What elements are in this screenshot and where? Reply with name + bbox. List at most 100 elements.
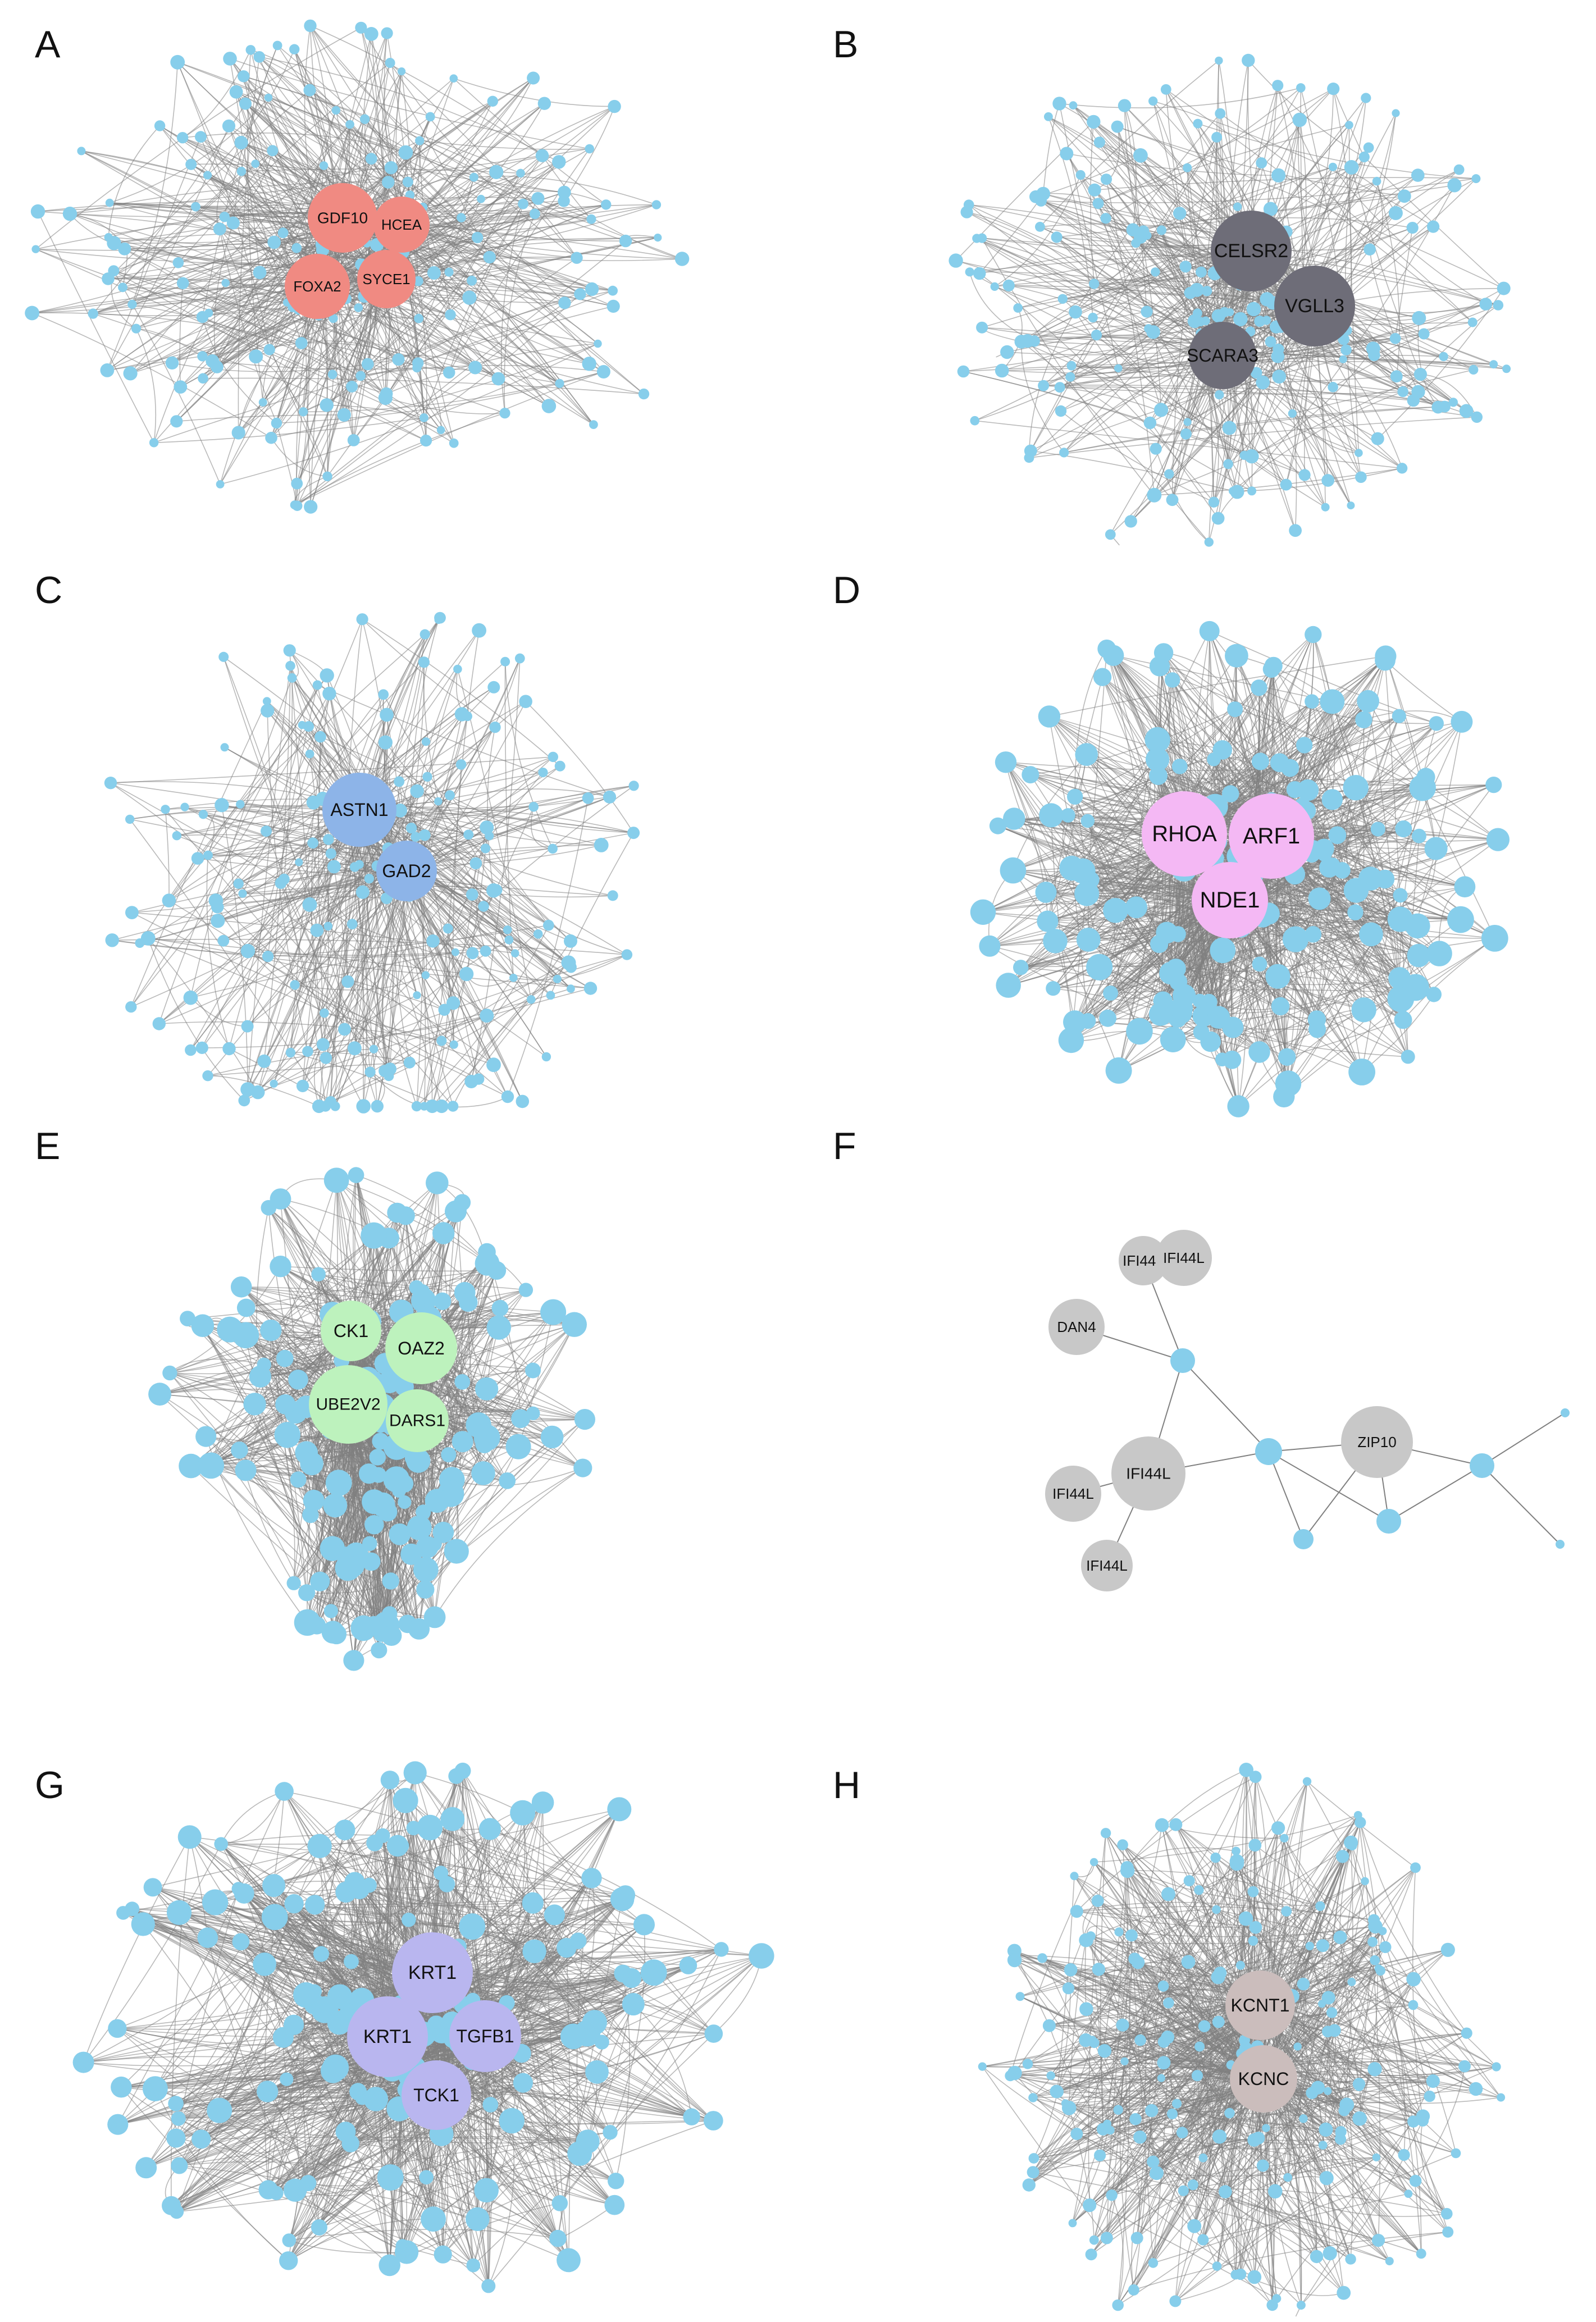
node: [567, 2141, 592, 2166]
node: [1111, 120, 1124, 133]
node: [480, 1009, 494, 1023]
node: [304, 500, 318, 514]
node: [1409, 2174, 1422, 2187]
node: [1271, 168, 1286, 183]
node: [283, 2178, 307, 2202]
node: [320, 668, 334, 683]
node: [1250, 367, 1262, 379]
hub-node-f-2: [1156, 1230, 1212, 1286]
node: [276, 1349, 294, 1367]
hub-node-kcnt1: [1225, 1970, 1295, 2040]
node: [323, 1493, 348, 1518]
panel-letter-f: F: [833, 1125, 856, 1167]
node: [1429, 716, 1444, 731]
hub-label-f-2: IFI44L: [1163, 1249, 1205, 1266]
node: [344, 1954, 359, 1969]
panel-letter-h: H: [833, 1764, 861, 1806]
node: [466, 2207, 490, 2231]
node: [127, 299, 137, 309]
node: [1193, 1024, 1210, 1041]
node: [447, 1101, 459, 1112]
node: [615, 1885, 636, 1905]
node: [1370, 1955, 1380, 1965]
node: [1043, 929, 1068, 954]
node: [1156, 921, 1178, 944]
node: [320, 1536, 345, 1561]
node: [196, 311, 209, 323]
node: [558, 185, 571, 199]
node: [331, 106, 340, 115]
node: [469, 172, 478, 182]
node: [421, 2206, 446, 2232]
node: [1328, 826, 1347, 845]
node: [549, 2229, 567, 2247]
node: [1447, 906, 1474, 933]
hub-node-celsr2: [1211, 211, 1292, 291]
node: [531, 191, 545, 205]
node: [1114, 1927, 1124, 1937]
node: [415, 136, 425, 145]
node: [1265, 336, 1276, 348]
node: [347, 434, 360, 446]
node: [1193, 118, 1203, 129]
node: [238, 1094, 250, 1107]
node: [1081, 1935, 1093, 1947]
node: [371, 1642, 387, 1659]
node: [135, 938, 145, 948]
node: [1410, 1862, 1421, 1873]
node: [319, 161, 329, 170]
node: [231, 1441, 248, 1459]
node: [1367, 1937, 1378, 1947]
node: [1424, 2090, 1435, 2102]
node: [419, 2170, 434, 2185]
node: [295, 337, 308, 349]
node: [403, 1056, 416, 1069]
node: [1215, 1052, 1229, 1066]
node: [1467, 317, 1478, 327]
node: [1146, 747, 1170, 772]
hub-label-zip10: ZIP10: [1357, 1434, 1396, 1450]
node: [152, 1017, 166, 1030]
node: [1395, 820, 1412, 838]
node: [1292, 112, 1307, 127]
node: [1404, 2189, 1413, 2198]
node: [220, 743, 229, 752]
node: [1401, 1050, 1415, 1064]
node: [208, 893, 224, 908]
node: [1070, 1905, 1083, 1918]
node: [1183, 163, 1192, 172]
node: [419, 413, 428, 422]
node: [544, 1904, 566, 1926]
node: [604, 2195, 625, 2215]
node: [1324, 2087, 1332, 2095]
node: [1364, 243, 1376, 256]
node: [567, 984, 575, 993]
node: [1173, 984, 1196, 1007]
hub-label-rhoa: RHOA: [1152, 822, 1217, 846]
node: [438, 1003, 450, 1016]
node: [995, 363, 1009, 378]
node: [394, 776, 405, 787]
node: [1201, 286, 1212, 296]
node: [474, 2178, 499, 2203]
node: [343, 1650, 364, 1671]
node: [1105, 1057, 1132, 1084]
node: [218, 651, 229, 662]
node: [348, 1041, 362, 1056]
node: [116, 1906, 130, 1920]
node: [221, 279, 230, 288]
node: [238, 70, 250, 83]
node: [361, 358, 374, 371]
node: [499, 408, 510, 419]
node: [1256, 375, 1270, 390]
node: [1117, 1839, 1128, 1850]
node: [251, 159, 260, 168]
node: [1160, 84, 1171, 95]
node: [1442, 2226, 1454, 2238]
node: [1411, 168, 1425, 182]
node: [1079, 2002, 1093, 2017]
node: [398, 67, 406, 76]
node: [510, 1800, 536, 1826]
node: [395, 2240, 419, 2264]
node: [1214, 390, 1224, 400]
